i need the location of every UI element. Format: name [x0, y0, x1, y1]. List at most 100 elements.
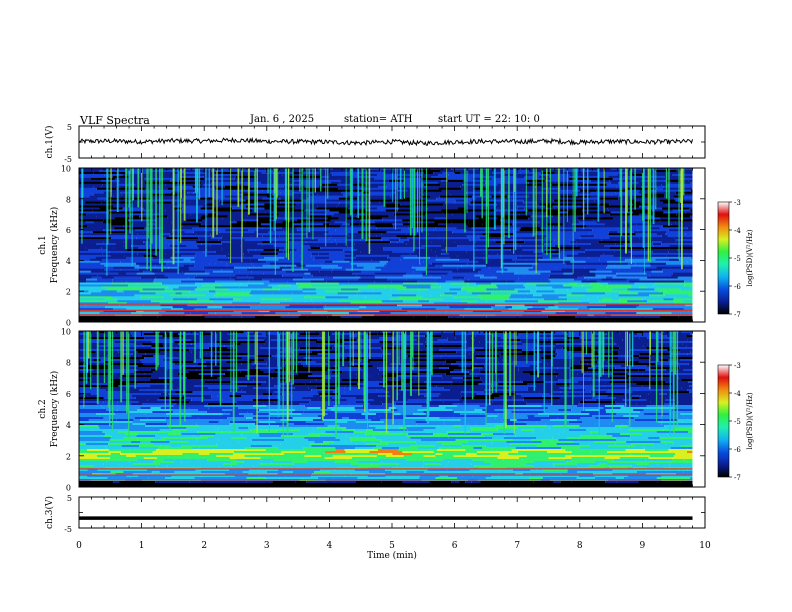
sferic-streak: [538, 331, 540, 375]
sferic-streak: [285, 331, 287, 383]
sferic-streak: [643, 168, 645, 275]
sferic-streak: [180, 168, 182, 199]
sferic-streak: [503, 331, 506, 434]
sferic-streak: [661, 331, 663, 417]
y-axis-label: Frequency (kHz): [49, 207, 60, 284]
sferic-streak: [481, 168, 483, 219]
colorbar-label: log(PSD)(V²/Hz): [746, 392, 754, 449]
sferic-streak: [399, 168, 402, 199]
sferic-streak: [170, 331, 173, 391]
sferic-streak: [128, 331, 130, 438]
sferic-streak: [198, 168, 201, 200]
chart-title: VLF Spectra: [80, 114, 150, 127]
sferic-streak: [551, 331, 553, 406]
sferic-streak: [564, 331, 567, 427]
start-time-label: start UT = 22: 10: 0: [438, 114, 540, 125]
sferic-streak: [111, 331, 114, 431]
sferic-streak: [656, 331, 659, 362]
colorbar-tick-label: -5: [734, 418, 741, 426]
y-axis-label: ch.3(V): [44, 496, 55, 529]
sferic-streak: [110, 168, 112, 197]
sferic-streak: [575, 168, 578, 197]
y-tick-label: 8: [66, 359, 71, 368]
sferic-streak: [368, 168, 371, 254]
sferic-streak: [146, 168, 148, 270]
sferic-streak: [503, 168, 505, 245]
sferic-streak: [421, 168, 423, 233]
sferic-streak: [620, 168, 623, 237]
sferic-streak: [541, 168, 543, 253]
sferic-streak: [681, 168, 683, 270]
sferic-streak: [215, 331, 217, 366]
sferic-streak: [107, 331, 109, 408]
sferic-streak: [395, 168, 397, 230]
sferic-streak: [649, 331, 651, 355]
sferic-streak: [495, 331, 497, 393]
sferic-streak: [369, 331, 371, 360]
sferic-streak: [409, 168, 412, 236]
sferic-streak: [585, 331, 587, 355]
sferic-streak: [526, 331, 528, 364]
sferic-streak: [308, 331, 310, 373]
sferic-streak: [619, 168, 621, 197]
sferic-streak: [655, 331, 658, 423]
sferic-streak: [327, 168, 329, 199]
sferic-streak: [620, 168, 622, 264]
sferic-streak: [90, 331, 92, 390]
sferic-streak: [581, 331, 583, 374]
y-tick-label: 0: [66, 484, 71, 493]
x-tick-label: 8: [577, 541, 583, 551]
sferic-streak: [306, 168, 308, 238]
sferic-streak: [401, 331, 403, 391]
sferic-streak: [603, 331, 605, 361]
sferic-streak: [216, 168, 218, 235]
colorbar-tick-label: -7: [734, 474, 741, 482]
dc-band: [79, 318, 693, 322]
sferic-streak: [219, 331, 222, 406]
sferic-streak: [291, 331, 293, 415]
sferic-streak: [288, 168, 290, 223]
sferic-streak: [489, 331, 491, 406]
sferic-streak: [247, 168, 250, 215]
sferic-streak: [649, 331, 651, 390]
colorbar-label: log(PSD)(V²/Hz): [746, 229, 754, 286]
sferic-streak: [299, 168, 301, 192]
ch2-spectrogram-image: [79, 331, 693, 488]
sferic-streak: [110, 331, 112, 401]
sferic-streak: [485, 331, 488, 407]
sferic-streak: [429, 331, 432, 401]
sferic-streak: [208, 168, 210, 197]
sferic-streak: [314, 168, 316, 193]
sferic-streak: [535, 168, 537, 273]
sferic-streak: [126, 331, 128, 414]
sferic-streak: [629, 331, 631, 427]
sferic-streak: [183, 168, 186, 221]
sferic-streak: [96, 331, 99, 404]
transmitter-line: [79, 479, 693, 481]
sferic-streak: [269, 168, 272, 244]
sferic-streak: [611, 331, 613, 423]
sferic-streak: [241, 168, 243, 263]
x-tick-label: 9: [640, 541, 646, 551]
sferic-streak: [403, 168, 405, 199]
sferic-streak: [572, 168, 574, 274]
sferic-streak: [669, 331, 671, 437]
sferic-streak: [349, 168, 352, 216]
sferic-streak: [608, 331, 610, 378]
sferic-streak: [278, 331, 281, 410]
sferic-streak: [205, 168, 207, 257]
ch1-spectrogram-image: [79, 168, 693, 323]
sferic-streak: [365, 168, 368, 242]
sferic-streak: [404, 331, 407, 359]
y-tick-label: 10: [61, 165, 71, 174]
sferic-streak: [583, 331, 584, 411]
sferic-streak: [177, 168, 179, 274]
y-tick-label: 5: [67, 123, 72, 132]
y-axis-label: ch.1(V): [44, 126, 55, 159]
colorbar-tick-label: -4: [734, 227, 741, 235]
sferic-streak: [301, 168, 303, 270]
sferic-streak: [632, 331, 634, 367]
y-tick-label: 2: [66, 452, 71, 461]
sferic-streak: [625, 331, 627, 409]
